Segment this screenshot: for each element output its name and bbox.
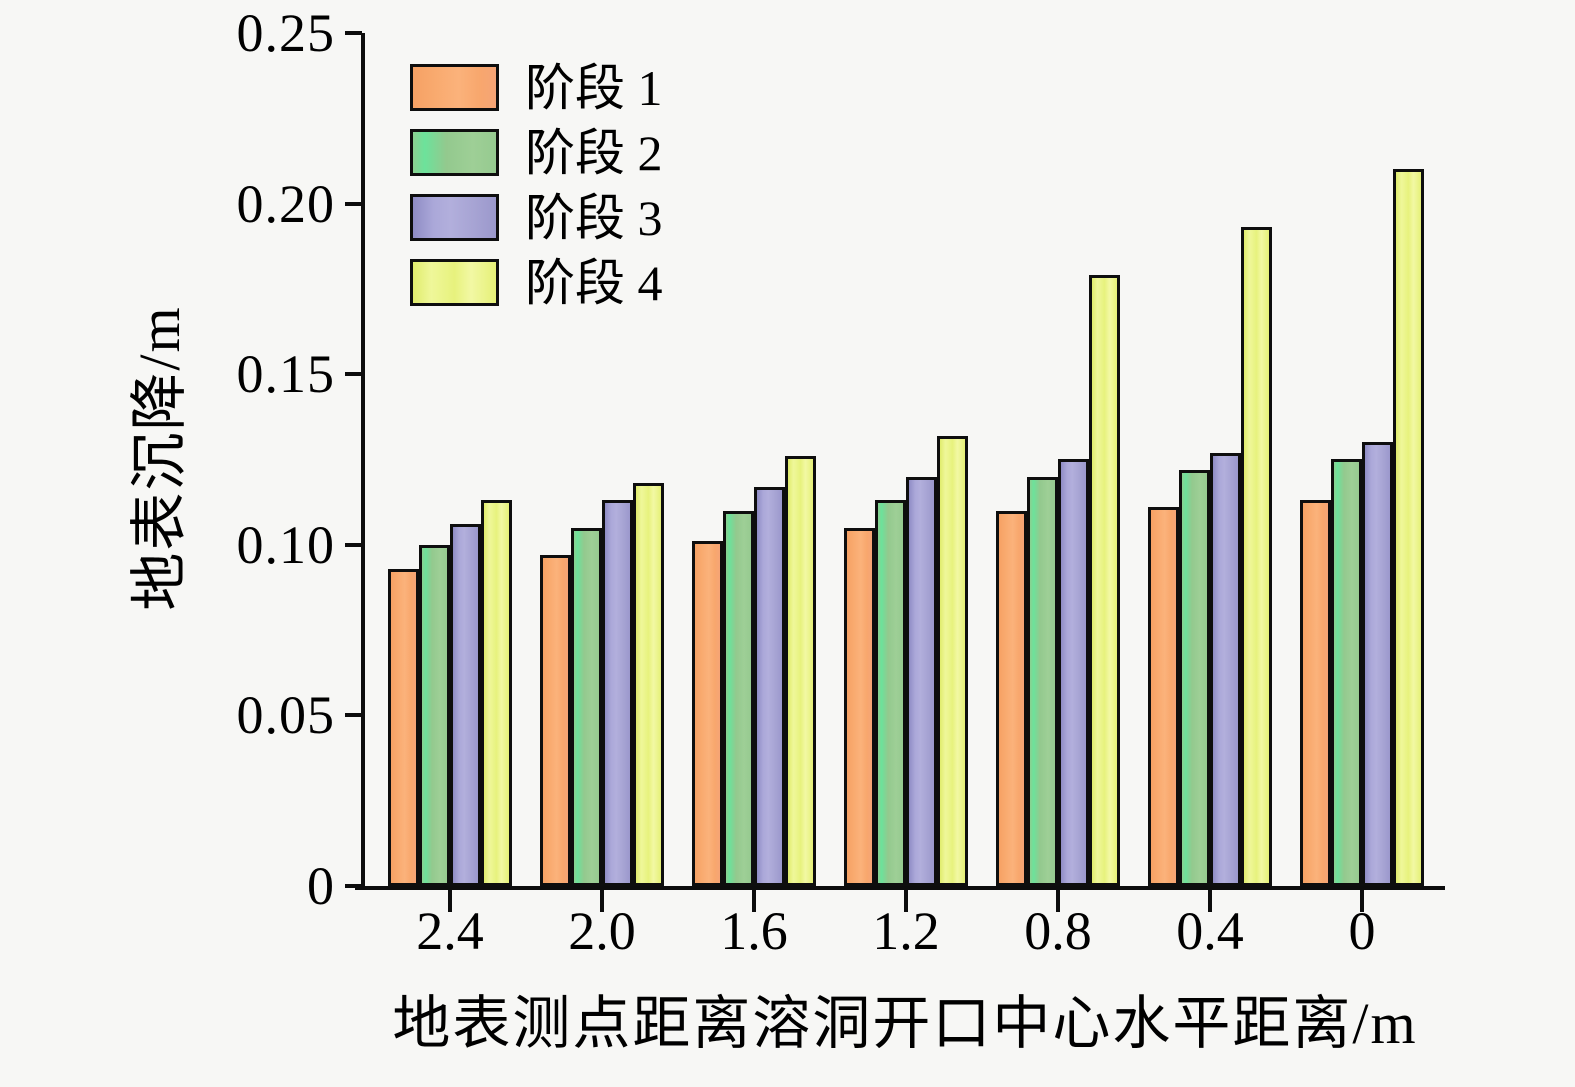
legend-label: 阶段 2 bbox=[525, 124, 663, 181]
x-axis-title: 地表测点距离溶洞开口中心水平距离/m bbox=[392, 991, 1418, 1056]
bar bbox=[723, 511, 754, 886]
legend-label: 阶段 4 bbox=[525, 254, 663, 311]
x-tick-label: 1.2 bbox=[872, 901, 940, 961]
legend-swatch bbox=[410, 194, 499, 241]
bar bbox=[906, 477, 937, 886]
x-tick-label: 2.4 bbox=[416, 901, 484, 961]
x-tick-mark bbox=[448, 890, 452, 912]
bar-group bbox=[540, 33, 664, 886]
bar-group bbox=[844, 33, 968, 886]
bar bbox=[1362, 442, 1393, 886]
bar bbox=[481, 500, 512, 886]
legend-label: 阶段 1 bbox=[525, 59, 663, 116]
y-axis-line bbox=[361, 33, 365, 886]
bar bbox=[1241, 227, 1272, 886]
legend-item: 阶段 2 bbox=[410, 120, 663, 185]
bar bbox=[1148, 507, 1179, 886]
y-tick-mark bbox=[345, 31, 362, 35]
bar-group bbox=[1148, 33, 1272, 886]
x-tick-mark bbox=[1208, 890, 1212, 912]
bar bbox=[1089, 275, 1120, 886]
x-tick-mark bbox=[1056, 890, 1060, 912]
bar bbox=[1210, 453, 1241, 886]
plot-area: 阶段 1 阶段 2 阶段 3 阶段 4 bbox=[345, 31, 1445, 912]
legend-label: 阶段 3 bbox=[525, 189, 663, 246]
x-tick-label: 2.0 bbox=[568, 901, 636, 961]
y-tick-mark bbox=[345, 542, 362, 547]
legend-item: 阶段 4 bbox=[410, 250, 663, 315]
y-tick-label: 0 bbox=[307, 856, 335, 916]
bar bbox=[419, 545, 450, 886]
y-tick-label: 0.20 bbox=[236, 173, 335, 234]
bar bbox=[1300, 500, 1331, 886]
bar bbox=[692, 541, 723, 886]
bar bbox=[450, 524, 481, 886]
bar-group bbox=[388, 33, 512, 886]
x-tick-mark bbox=[752, 890, 756, 912]
bar bbox=[1331, 459, 1362, 886]
y-tick-label: 0.25 bbox=[236, 3, 335, 63]
bar bbox=[602, 500, 633, 886]
bar bbox=[1058, 459, 1089, 886]
legend: 阶段 1 阶段 2 阶段 3 阶段 4 bbox=[410, 55, 663, 315]
bar bbox=[875, 500, 906, 886]
bar bbox=[996, 511, 1027, 886]
bar bbox=[540, 555, 571, 886]
x-tick-label: 0.8 bbox=[1024, 901, 1092, 961]
bar bbox=[388, 569, 419, 886]
bar bbox=[571, 528, 602, 886]
bar bbox=[633, 483, 664, 886]
y-tick-mark bbox=[345, 372, 362, 377]
x-tick-label: 0.4 bbox=[1176, 901, 1244, 961]
y-tick-label: 0.15 bbox=[236, 344, 335, 405]
x-tick-label: 1.6 bbox=[720, 901, 788, 961]
legend-swatch bbox=[410, 129, 499, 176]
x-tick-mark bbox=[1360, 890, 1364, 912]
legend-swatch bbox=[410, 64, 499, 111]
bar bbox=[1393, 169, 1424, 886]
y-tick-mark bbox=[345, 884, 362, 888]
y-tick-mark bbox=[345, 713, 362, 718]
bar bbox=[1179, 470, 1210, 886]
legend-swatch bbox=[410, 259, 499, 306]
bar-group bbox=[692, 33, 816, 886]
bar bbox=[844, 528, 875, 886]
bar bbox=[754, 487, 785, 886]
x-axis-line bbox=[355, 886, 1445, 890]
bar bbox=[937, 436, 968, 886]
bar-group bbox=[1300, 33, 1424, 886]
legend-item: 阶段 1 bbox=[410, 55, 663, 120]
bar-group bbox=[996, 33, 1120, 886]
x-tick-label: 0 bbox=[1348, 901, 1376, 961]
x-tick-mark bbox=[600, 890, 604, 912]
bar bbox=[785, 456, 816, 886]
bar bbox=[1027, 477, 1058, 886]
x-tick-mark bbox=[904, 890, 908, 912]
y-tick-label: 0.05 bbox=[236, 685, 335, 746]
legend-item: 阶段 3 bbox=[410, 185, 663, 250]
y-tick-mark bbox=[345, 201, 362, 206]
y-tick-label: 0.10 bbox=[236, 514, 335, 575]
